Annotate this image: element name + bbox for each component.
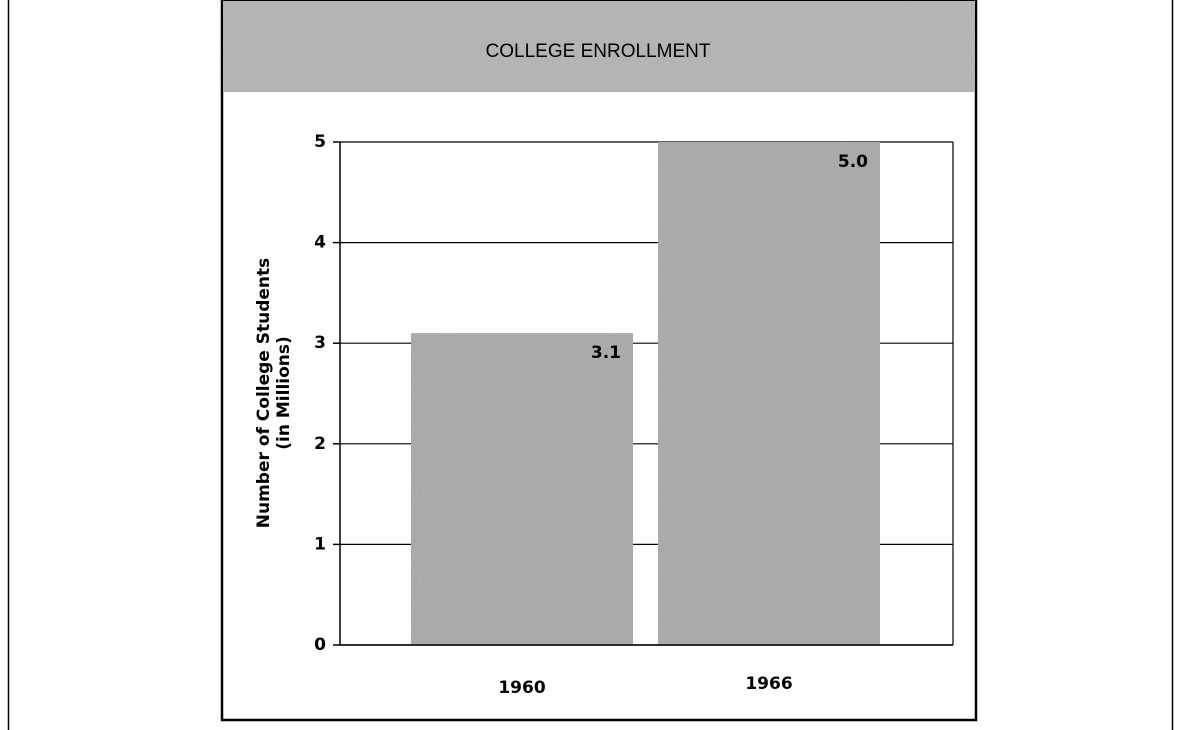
y-tick-label: 4 <box>314 233 326 253</box>
y-tick-label: 2 <box>314 434 326 454</box>
page: COLLEGE ENROLLMENT 0 1 2 3 4 5 Number of Colle… <box>0 0 1180 730</box>
y-axis-label: Number of College Students <box>254 258 274 529</box>
x-tick-label: 1966 <box>745 674 792 694</box>
chart-title: COLLEGE ENROLLMENT <box>486 41 711 62</box>
bar <box>411 333 633 645</box>
y-tick-label: 1 <box>314 534 326 554</box>
value-label: 3.1 <box>591 343 621 363</box>
y-axis-label: (in Millions) <box>274 336 294 450</box>
y-tick-label: 5 <box>314 132 326 152</box>
chart: COLLEGE ENROLLMENT 0 1 2 3 4 5 Number of Colle… <box>0 0 1180 730</box>
y-tick-label: 3 <box>314 333 326 353</box>
y-tick-label: 0 <box>314 635 326 655</box>
x-tick-label: 1960 <box>498 678 545 698</box>
value-label: 5.0 <box>838 152 868 172</box>
bar <box>658 142 880 645</box>
